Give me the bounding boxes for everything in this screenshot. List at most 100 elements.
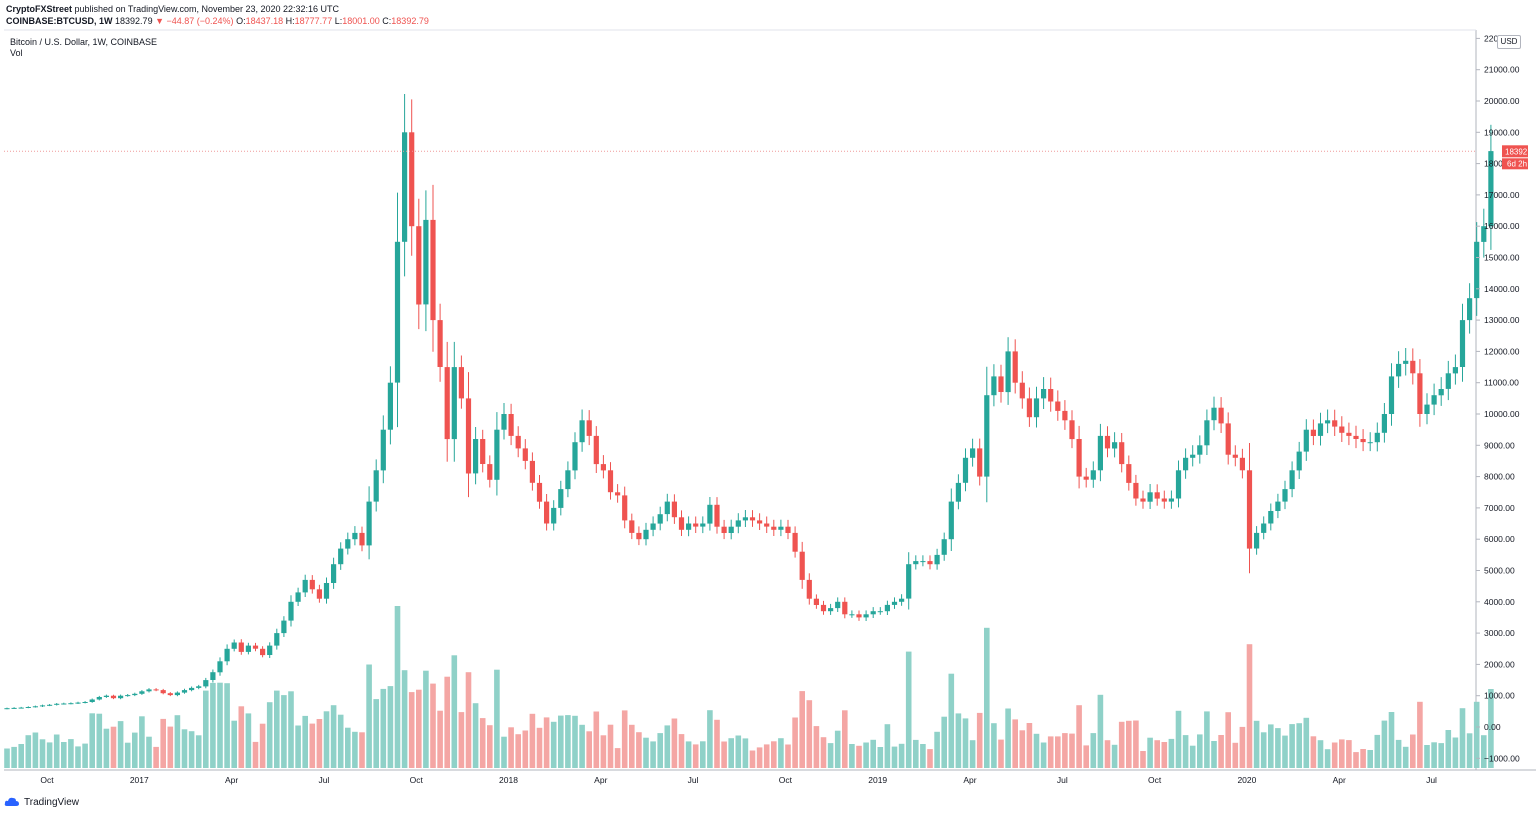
- volume-bar: [834, 730, 841, 768]
- candle-body: [1076, 439, 1082, 477]
- candle: [593, 426, 599, 473]
- volume-bar: [707, 710, 713, 768]
- candle: [757, 513, 763, 530]
- candle-body: [728, 526, 734, 533]
- candle: [1055, 390, 1061, 421]
- candle-body: [714, 504, 720, 527]
- candle: [1104, 426, 1111, 458]
- candle: [1090, 461, 1096, 488]
- candle-body: [1168, 498, 1174, 502]
- candle: [217, 657, 223, 676]
- candle-body: [813, 598, 819, 605]
- candle-body: [487, 464, 493, 480]
- volume-bar: [664, 725, 671, 768]
- volume-bar: [1033, 733, 1040, 768]
- candle: [61, 702, 67, 705]
- volume-bar: [1253, 720, 1260, 768]
- time-tick-label: 2019: [868, 775, 887, 785]
- candle: [835, 597, 841, 612]
- price-tick-label: 10000.00: [1484, 409, 1520, 419]
- candle: [437, 303, 443, 382]
- candle-body: [1062, 410, 1068, 421]
- candle-body: [1097, 435, 1103, 471]
- candle: [1140, 490, 1146, 509]
- candle-body: [622, 495, 628, 521]
- last-price-badge-bg: [1502, 145, 1528, 158]
- candle-body: [1417, 373, 1423, 414]
- candle: [323, 577, 330, 604]
- volume-bar: [976, 712, 983, 768]
- candle-body: [302, 579, 308, 593]
- candle-body: [544, 501, 550, 524]
- candle-body: [1161, 498, 1167, 502]
- volume-bar: [458, 712, 465, 768]
- candle-body: [962, 457, 969, 483]
- volume-bar: [1168, 738, 1175, 768]
- candle: [1396, 351, 1402, 388]
- volume-bar: [920, 744, 926, 768]
- candle: [103, 694, 109, 698]
- candle: [906, 552, 912, 610]
- volume-bar: [11, 746, 17, 768]
- candle-body: [536, 482, 543, 502]
- series-title[interactable]: Bitcoin / U.S. Dollar, 1W, COINBASE: [10, 37, 158, 47]
- candle-body: [749, 517, 756, 521]
- volume-bar: [181, 729, 188, 768]
- candle-body: [742, 517, 748, 521]
- volume-bar: [614, 748, 621, 768]
- time-tick-label: Oct: [410, 775, 424, 785]
- candle: [501, 403, 507, 440]
- tradingview-logo[interactable]: TradingView: [4, 795, 79, 809]
- volume-bar: [905, 651, 912, 768]
- volume-bar: [941, 716, 947, 768]
- candle: [167, 692, 173, 697]
- candle: [536, 475, 543, 509]
- volume-bar: [785, 744, 791, 768]
- currency-button[interactable]: USD: [1497, 35, 1521, 49]
- volume-bar: [913, 739, 919, 768]
- candle: [224, 644, 230, 666]
- time-axis[interactable]: Oct 2017 Apr Jul Oct 2018 Apr Jul Oct 2019 Apr Jul O…: [40, 775, 1437, 785]
- volume-bar: [75, 746, 81, 768]
- price-axis[interactable]: −1000.00 0.00 1000.00 2000.00 3000.00 4000.00…: [1476, 33, 1536, 763]
- candle-body: [68, 703, 74, 705]
- candle: [899, 594, 905, 606]
- volume-bar: [430, 683, 436, 768]
- volume-bar: [536, 727, 543, 768]
- time-tick-label: Apr: [594, 775, 607, 785]
- open-label: O:: [236, 16, 246, 26]
- volume-bar: [224, 683, 230, 768]
- volume-bar: [124, 742, 131, 768]
- candle: [1239, 448, 1245, 479]
- volume-bar: [1040, 742, 1047, 768]
- volume-bar: [671, 718, 678, 768]
- volume-bar: [721, 741, 727, 768]
- candle: [1062, 400, 1068, 430]
- volume-bar: [1353, 752, 1359, 768]
- candle-body: [863, 614, 869, 618]
- volume-bar: [863, 742, 869, 768]
- volume-bar: [550, 721, 557, 768]
- volume-bar: [96, 713, 103, 768]
- candle: [75, 701, 81, 704]
- candle: [607, 462, 614, 500]
- publisher-name[interactable]: CryptoFXStreet: [6, 4, 73, 14]
- candle: [984, 366, 990, 503]
- volume-bar: [806, 700, 813, 768]
- candle: [1367, 432, 1373, 452]
- volume-legend[interactable]: Vol: [10, 48, 23, 58]
- candle-body: [1467, 298, 1473, 321]
- volume-bar: [53, 734, 60, 768]
- candle-body: [352, 532, 358, 540]
- candle: [359, 526, 365, 552]
- candle-body: [1317, 423, 1324, 436]
- candle: [458, 355, 464, 409]
- candle: [735, 513, 741, 534]
- candle-body: [338, 548, 344, 565]
- volume-bar: [1140, 751, 1146, 768]
- candle: [1147, 484, 1153, 509]
- candle: [1481, 208, 1487, 258]
- volume-bar: [472, 703, 479, 768]
- candle-body: [1374, 432, 1380, 443]
